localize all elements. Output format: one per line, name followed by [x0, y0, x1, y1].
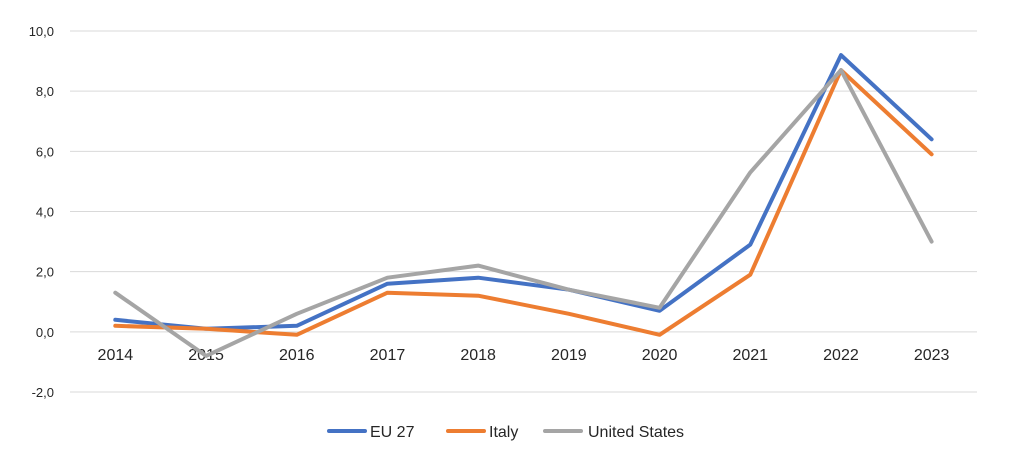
y-tick-label: 6,0	[36, 144, 54, 159]
x-tick-label: 2017	[370, 347, 406, 364]
x-tick-label: 2022	[823, 347, 859, 364]
legend-label-eu-27: EU 27	[370, 424, 415, 441]
x-tick-label: 2023	[914, 347, 950, 364]
x-tick-label: 2018	[460, 347, 496, 364]
series-line-united-states	[113, 68, 934, 358]
legend-label-italy: Italy	[489, 424, 518, 441]
y-tick-label: 4,0	[36, 205, 54, 220]
x-tick-label: 2019	[551, 347, 587, 364]
x-tick-label: 2021	[732, 347, 768, 364]
y-tick-label: 10,0	[29, 24, 54, 39]
x-axis-tick-labels: 2014 2015 2016 2017 2018 2019 2020 2021 2022 2023	[98, 347, 950, 364]
y-axis-tick-labels: -2,0 0,0 2,0 4,0 6,0 8,0 10,0	[29, 24, 54, 400]
x-tick-label: 2014	[98, 347, 134, 364]
y-tick-label: 8,0	[36, 84, 54, 99]
gridlines	[70, 30, 977, 393]
y-tick-label: 2,0	[36, 265, 54, 280]
series-lines	[113, 53, 934, 358]
legend: EU 27 Italy United States	[327, 424, 684, 441]
x-tick-label: 2016	[279, 347, 315, 364]
y-tick-label: -2,0	[32, 385, 54, 400]
legend-label-united-states: United States	[588, 424, 684, 441]
x-tick-label: 2020	[642, 347, 678, 364]
y-tick-label: 0,0	[36, 325, 54, 340]
series-line-eu-27	[113, 53, 934, 331]
series-line-italy	[113, 68, 934, 337]
